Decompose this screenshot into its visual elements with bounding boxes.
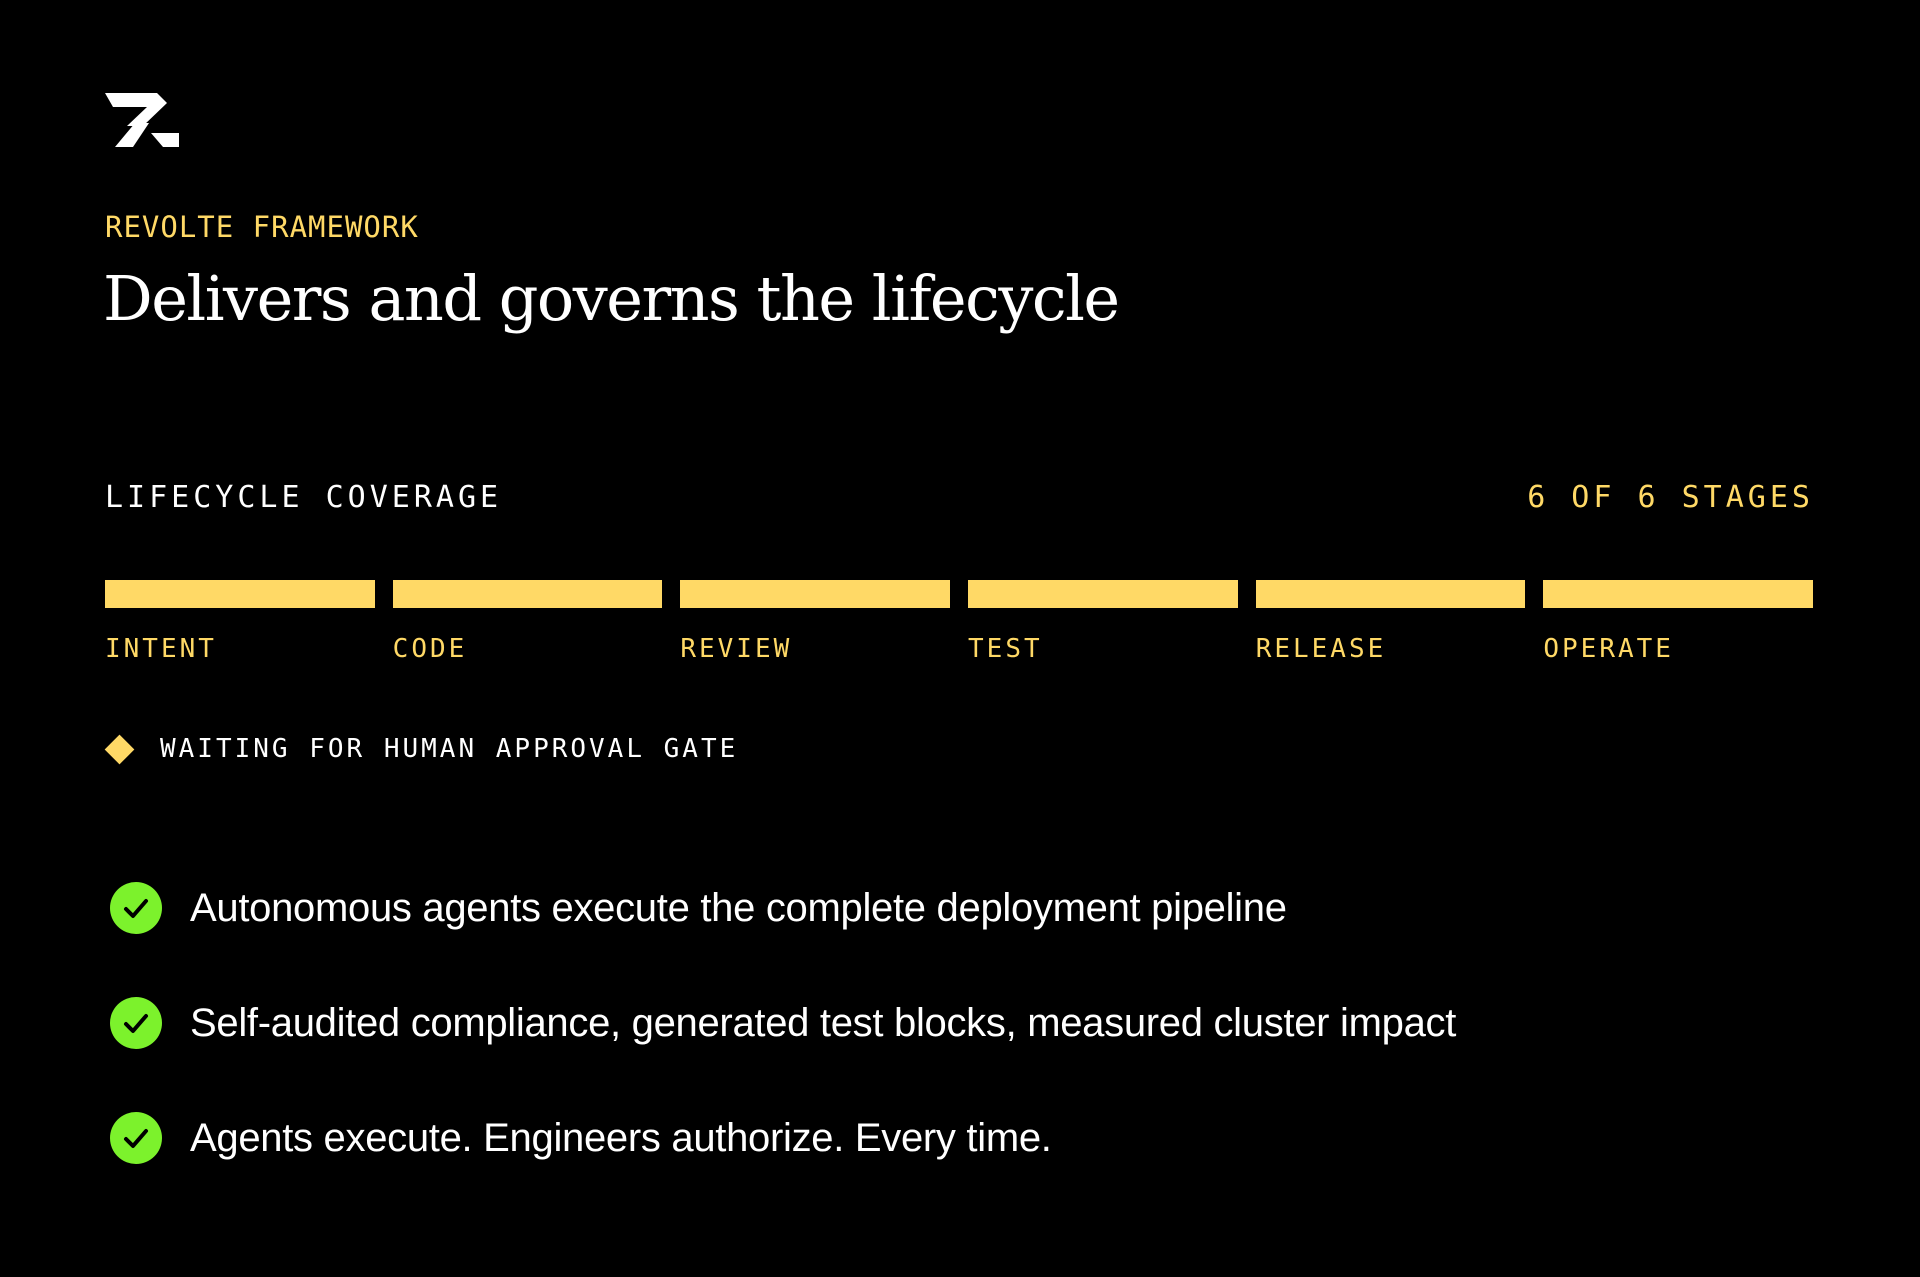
approval-status: WAITING FOR HUMAN APPROVAL GATE — [104, 734, 739, 764]
check-circle-icon — [110, 882, 162, 934]
list-item-text: Self-audited compliance, generated test … — [190, 1000, 1457, 1045]
stage-bar — [1543, 580, 1814, 608]
stage-label: TEST — [968, 634, 1043, 664]
lifecycle-stages: INTENT CODE REVIEW TEST RELEASE OPERATE — [105, 580, 1814, 664]
coverage-label: LIFECYCLE COVERAGE — [105, 480, 503, 515]
stage-intent: INTENT — [105, 580, 375, 664]
stage-review: REVIEW — [680, 580, 951, 664]
stage-code: CODE — [392, 580, 663, 664]
stage-bar — [968, 580, 1238, 608]
list-item-text: Agents execute. Engineers authorize. Eve… — [190, 1115, 1052, 1160]
stage-bar — [680, 580, 951, 608]
feature-list: Autonomous agents execute the complete d… — [110, 880, 1456, 1225]
coverage-count: 6 OF 6 STAGES — [1527, 480, 1814, 515]
stage-release: RELEASE — [1255, 580, 1526, 664]
diamond-icon — [104, 734, 135, 764]
stage-operate: OPERATE — [1543, 580, 1814, 664]
stage-label: REVIEW — [680, 634, 793, 664]
list-item: Self-audited compliance, generated test … — [110, 995, 1456, 1051]
stage-bar — [1255, 580, 1526, 608]
check-circle-icon — [110, 997, 162, 1049]
stage-label: INTENT — [105, 634, 217, 664]
list-item-text: Autonomous agents execute the complete d… — [190, 885, 1287, 930]
list-item: Autonomous agents execute the complete d… — [110, 880, 1456, 936]
status-text: WAITING FOR HUMAN APPROVAL GATE — [160, 734, 739, 764]
stage-label: RELEASE — [1255, 634, 1387, 664]
stage-bar — [105, 580, 375, 608]
list-item: Agents execute. Engineers authorize. Eve… — [110, 1110, 1456, 1166]
stage-label: CODE — [392, 634, 468, 664]
revolte-logo-icon — [105, 93, 179, 147]
stage-label: OPERATE — [1543, 634, 1674, 664]
framework-eyebrow: REVOLTE FRAMEWORK — [105, 210, 419, 244]
page-title: Delivers and governs the lifecycle — [103, 262, 1120, 335]
stage-test: TEST — [968, 580, 1238, 664]
stage-bar — [392, 580, 663, 608]
check-circle-icon — [110, 1112, 162, 1164]
